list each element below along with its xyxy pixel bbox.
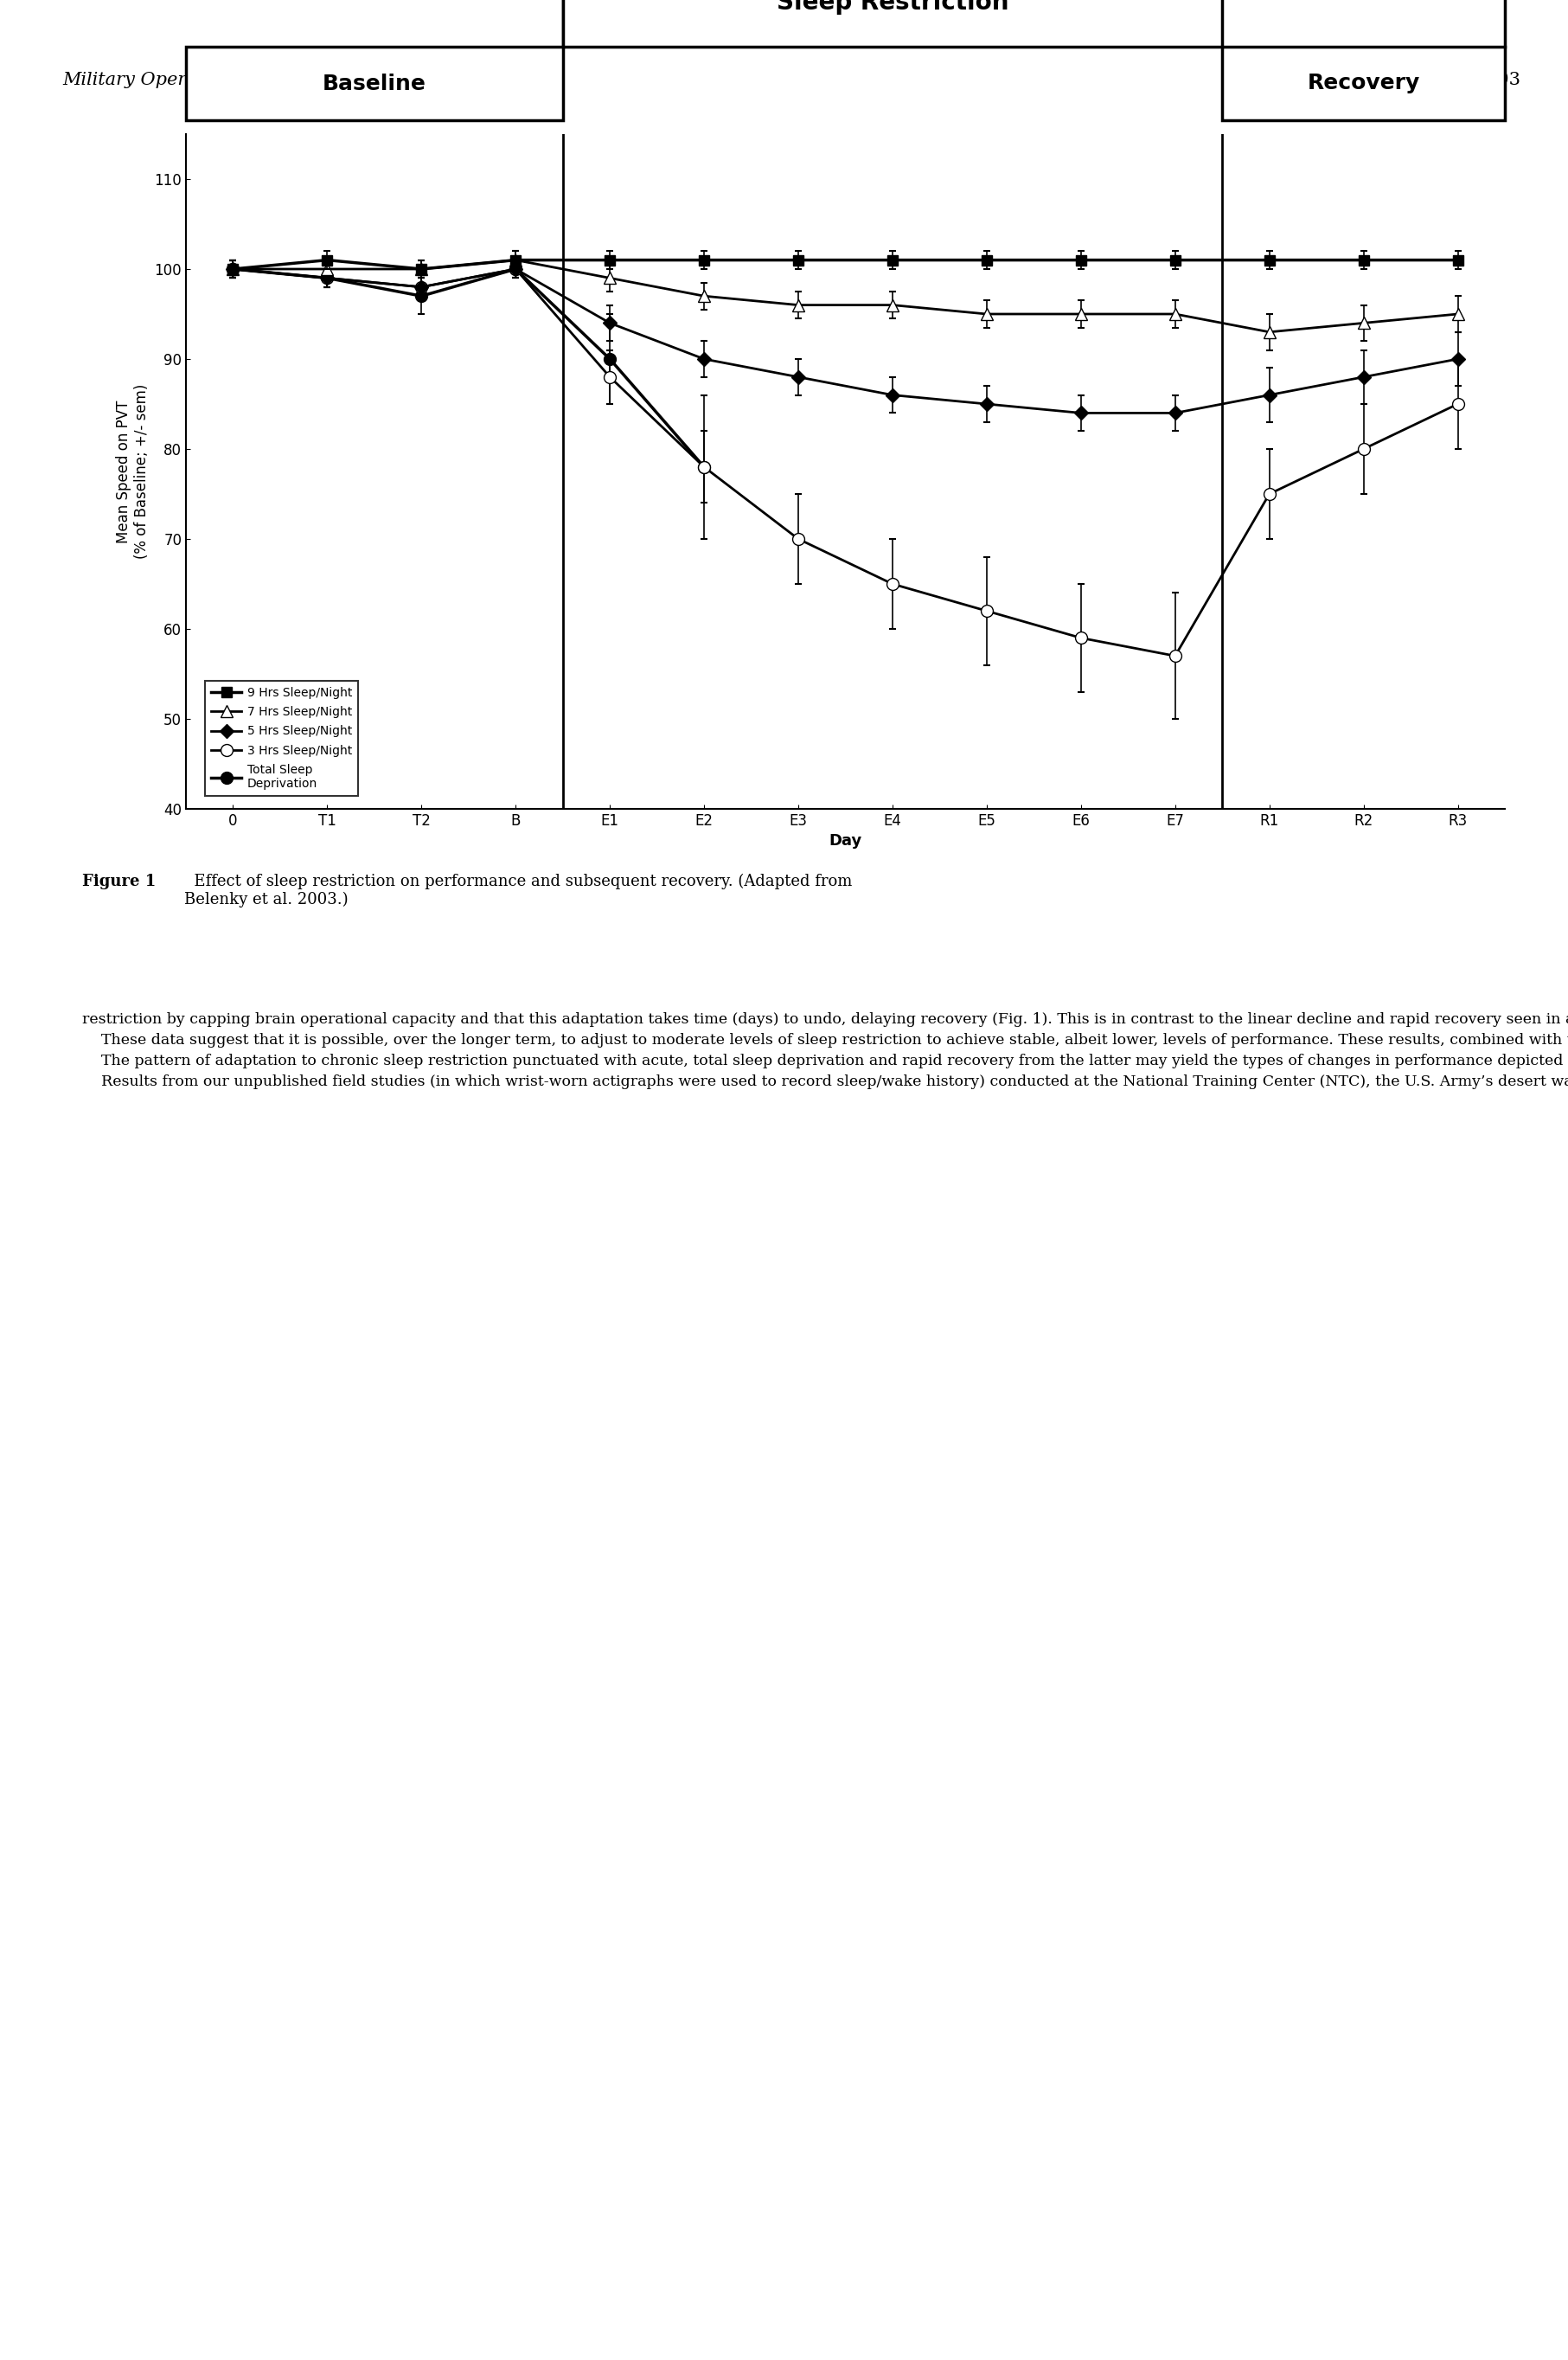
Text: Baseline: Baseline: [323, 73, 426, 94]
Y-axis label: Mean Speed on PVT
(% of Baseline; +/- sem): Mean Speed on PVT (% of Baseline; +/- se…: [116, 385, 149, 559]
Text: Recovery: Recovery: [1308, 73, 1421, 94]
Text: Figure 1: Figure 1: [82, 873, 155, 890]
Text: Military Operational Effectiveness: Military Operational Effectiveness: [63, 71, 378, 87]
Text: Sleep Restriction: Sleep Restriction: [776, 0, 1008, 14]
Legend: 9 Hrs Sleep/Night, 7 Hrs Sleep/Night, 5 Hrs Sleep/Night, 3 Hrs Sleep/Night, Tota: 9 Hrs Sleep/Night, 7 Hrs Sleep/Night, 5 …: [205, 680, 358, 795]
Text: restriction by capping brain operational capacity and that this adaptation takes: restriction by capping brain operational…: [82, 1012, 1568, 1090]
Text: 293: 293: [1486, 71, 1521, 87]
FancyBboxPatch shape: [187, 47, 563, 120]
Text: Effect of sleep restriction on performance and subsequent recovery. (Adapted fro: Effect of sleep restriction on performan…: [185, 873, 853, 909]
FancyBboxPatch shape: [563, 0, 1221, 47]
X-axis label: Day: Day: [829, 833, 862, 850]
FancyBboxPatch shape: [1221, 47, 1505, 120]
